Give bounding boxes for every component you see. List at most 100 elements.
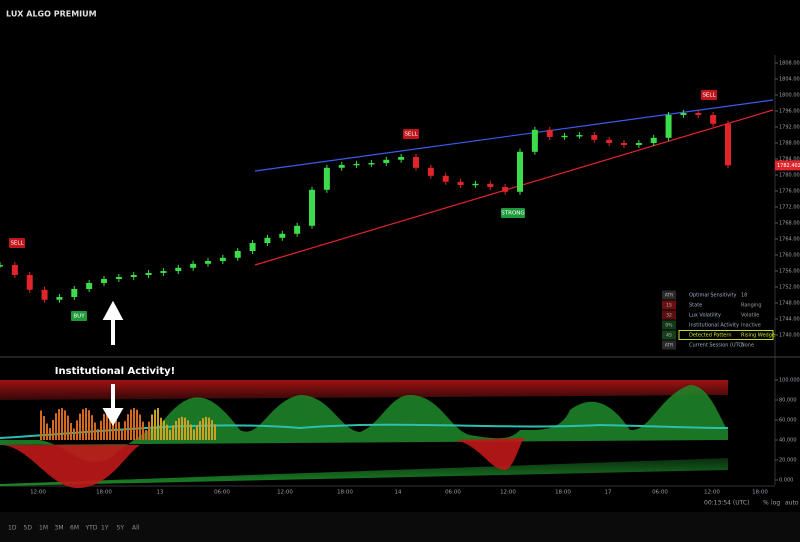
candle	[368, 163, 375, 165]
timeframe-button[interactable]: 5D	[24, 525, 33, 532]
candle	[457, 181, 464, 185]
y-tick-label: 1784.000	[779, 157, 800, 163]
timeframe-button[interactable]: YTD	[85, 525, 98, 532]
x-tick-label: 18:00	[555, 490, 571, 496]
wedge-lower-line	[254, 109, 774, 266]
institutional-bar	[121, 429, 123, 440]
candle	[606, 139, 613, 143]
dashboard-key: ATR	[665, 343, 674, 349]
institutional-bar	[82, 409, 84, 440]
institutional-bar	[136, 409, 138, 440]
y-tick-label: 1764.000	[779, 237, 800, 243]
institutional-bar	[166, 424, 168, 440]
x-tick-label: 17	[605, 490, 612, 496]
percent-toggle[interactable]: %	[763, 500, 769, 507]
institutional-bar	[91, 415, 93, 440]
dashboard-key-cell	[662, 290, 676, 300]
institutional-bar	[160, 417, 162, 440]
candle	[338, 165, 345, 168]
dashboard-label: Institutional Activity	[689, 323, 739, 329]
institutional-bar	[130, 409, 132, 440]
signal-badge	[403, 129, 419, 139]
institutional-bar	[214, 424, 216, 440]
institutional-bar	[58, 409, 60, 440]
candle	[710, 115, 717, 124]
osc-y-tick-label: 0.000	[779, 478, 793, 484]
dashboard-label: Current Session (UTC)	[689, 343, 744, 349]
candle	[26, 275, 33, 290]
timeframe-button[interactable]: 3M	[55, 525, 64, 532]
dashboard-value: Ranging	[741, 303, 762, 309]
institutional-bar	[85, 408, 87, 440]
timeframe-button[interactable]: 5Y	[117, 525, 125, 532]
last-price-label: 1782.402	[777, 163, 800, 169]
up-arrow	[102, 300, 124, 345]
dashboard-key-cell	[662, 300, 676, 310]
institutional-bar	[61, 408, 63, 440]
signal-label: SELL	[702, 93, 716, 99]
institutional-bar	[76, 420, 78, 440]
candle	[680, 113, 687, 115]
signal-label: SELL	[10, 241, 24, 247]
signal-label: SELL	[404, 132, 418, 138]
institutional-bar	[163, 420, 165, 440]
auto-toggle[interactable]: auto	[785, 500, 799, 507]
candle	[205, 261, 211, 264]
y-tick-label: 1760.000	[779, 253, 800, 259]
candle	[635, 143, 642, 145]
y-tick-label: 1744.000	[779, 317, 800, 323]
signal-badge	[71, 311, 87, 321]
oscillator-green-wave	[0, 385, 728, 463]
candle	[115, 277, 122, 279]
y-tick-label: 1796.000	[779, 109, 800, 115]
institutional-bar	[79, 413, 81, 440]
oscillator-upper-band	[0, 380, 728, 400]
candle	[650, 137, 657, 143]
x-tick-label: 18:00	[752, 490, 768, 496]
dashboard-key-cell	[662, 330, 676, 340]
institutional-bar	[67, 415, 69, 440]
x-tick-label: 12:00	[30, 490, 46, 496]
institutional-bar	[100, 420, 102, 440]
dashboard-value: Rising Wedge	[741, 333, 775, 339]
candle	[427, 167, 434, 176]
x-tick-label: 13	[157, 490, 164, 496]
timeframe-button[interactable]: All	[132, 525, 140, 532]
institutional-bar	[46, 423, 48, 440]
osc-y-tick-label: 20.000	[779, 458, 797, 464]
candle	[487, 183, 494, 187]
candle	[190, 263, 197, 268]
institutional-bar	[205, 416, 207, 440]
timeframe-button[interactable]: 6M	[70, 525, 79, 532]
timeframe-button[interactable]: 1D	[8, 525, 17, 532]
signal-label: BUY	[73, 314, 85, 320]
candle	[442, 175, 449, 182]
down-arrow	[102, 384, 124, 426]
dashboard-key: ATR	[665, 293, 674, 299]
institutional-bar	[73, 428, 75, 440]
candle	[502, 187, 509, 192]
candle	[323, 167, 330, 190]
institutional-bar	[187, 420, 189, 440]
dashboard-label: Detected Pattern	[689, 333, 732, 339]
oscillator	[0, 380, 729, 489]
y-tick-label: 1756.000	[779, 269, 800, 275]
dashboard-value: Volatile	[741, 313, 759, 319]
candle	[309, 189, 315, 226]
candle	[531, 129, 538, 152]
candle	[695, 113, 702, 115]
signal-badge	[501, 208, 525, 218]
candle	[576, 135, 583, 137]
institutional-bar	[88, 410, 90, 440]
x-tick-label: 06:00	[214, 490, 230, 496]
institutional-bar	[109, 408, 111, 440]
timeframe-button[interactable]: 1M	[39, 525, 48, 532]
candle	[219, 257, 226, 261]
timeframe-button[interactable]: 1Y	[101, 525, 109, 532]
log-toggle[interactable]: log	[771, 500, 780, 507]
y-tick-label: 1804.000	[779, 77, 800, 83]
candle	[0, 265, 3, 267]
candle	[294, 225, 301, 234]
